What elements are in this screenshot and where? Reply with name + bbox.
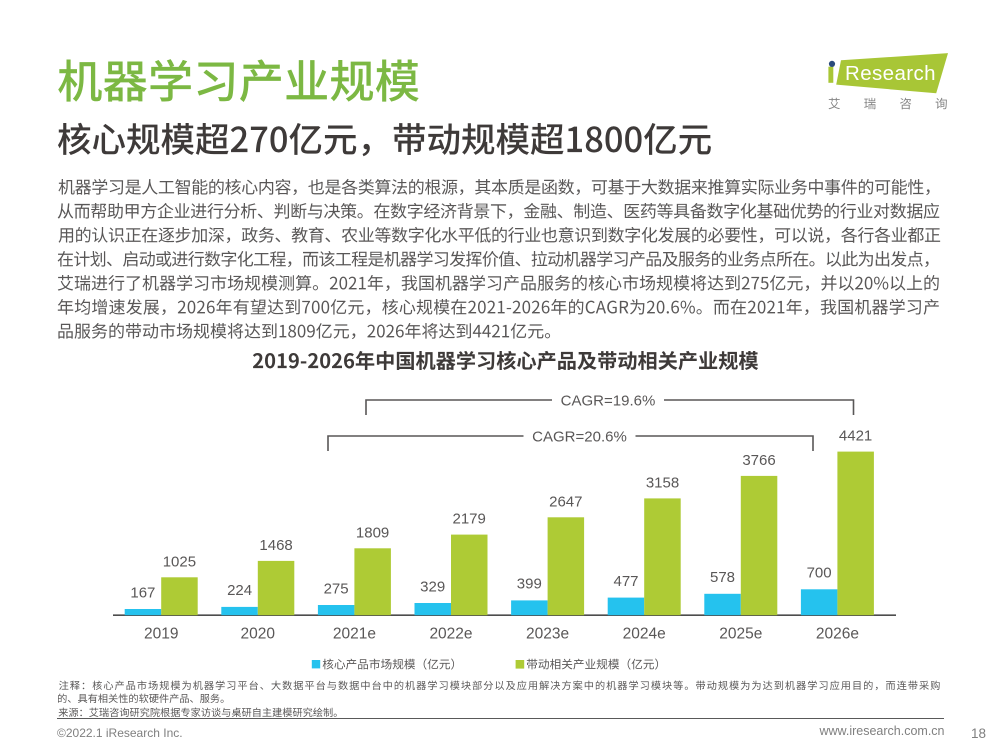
svg-text:CAGR=19.6%: CAGR=19.6% (561, 392, 656, 409)
svg-text:2022e: 2022e (429, 626, 472, 643)
svg-text:2647: 2647 (549, 493, 582, 510)
svg-text:167: 167 (130, 584, 155, 601)
svg-text:578: 578 (710, 569, 735, 586)
svg-text:2021e: 2021e (333, 626, 376, 643)
svg-text:2020: 2020 (241, 626, 276, 643)
svg-text:2026e: 2026e (816, 626, 859, 643)
svg-text:329: 329 (420, 578, 445, 595)
svg-text:2179: 2179 (453, 511, 486, 528)
svg-text:2023e: 2023e (526, 626, 569, 643)
svg-text:2024e: 2024e (623, 626, 666, 643)
svg-text:224: 224 (227, 582, 252, 599)
svg-text:Research: Research (845, 62, 936, 85)
svg-text:4421: 4421 (839, 428, 872, 445)
svg-text:700: 700 (807, 565, 832, 582)
svg-text:399: 399 (517, 576, 542, 593)
svg-text:3158: 3158 (646, 474, 679, 491)
svg-text:1809: 1809 (356, 524, 389, 541)
svg-text:3766: 3766 (742, 452, 775, 469)
svg-text:CAGR=20.6%: CAGR=20.6% (532, 428, 627, 445)
svg-text:1468: 1468 (259, 537, 292, 554)
svg-text:477: 477 (613, 573, 638, 590)
svg-text:275: 275 (324, 580, 349, 597)
svg-text:2019: 2019 (144, 626, 178, 643)
svg-text:1025: 1025 (163, 553, 196, 570)
svg-text:2025e: 2025e (719, 626, 762, 643)
